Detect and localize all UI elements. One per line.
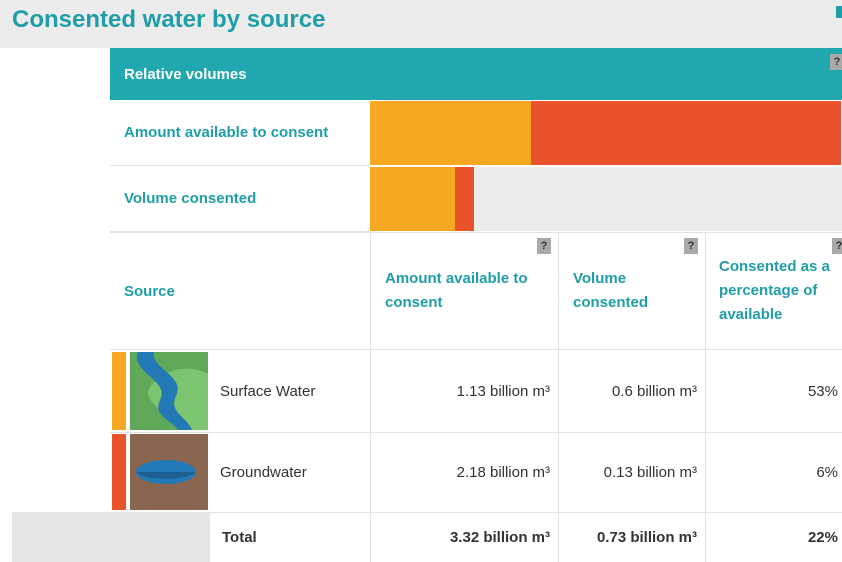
volume-bar (531, 101, 841, 165)
section-title: Consented water by source (12, 6, 325, 34)
page: Consented water by source Relative volum… (0, 0, 842, 562)
help-icon[interactable]: ? (537, 238, 551, 254)
column-header: Consented as a percentage of available (705, 232, 842, 350)
column-header-text: Amount available to consent (385, 267, 548, 315)
column-header: Source (110, 232, 370, 350)
row-label-text: Amount available to consent (124, 124, 328, 141)
source-name: Groundwater (220, 432, 370, 512)
relative-header: Relative volumes (110, 48, 842, 100)
surface-water-icon (130, 352, 208, 430)
source-color (112, 352, 126, 430)
column-header: Volume consented (558, 232, 705, 350)
column-header-text: Source (124, 283, 175, 300)
help-icon[interactable]: ? (684, 238, 698, 254)
column-header-text: Volume consented (573, 267, 695, 315)
source-color (112, 434, 126, 510)
volume-bar (455, 167, 473, 231)
row-label: Amount available to consent (110, 100, 370, 166)
total-consented: 0.73 billion m³ (558, 513, 705, 562)
column-header: Amount available to consent (370, 232, 558, 350)
bar-track (370, 101, 842, 165)
volume-bar (370, 101, 531, 165)
bar-track (370, 167, 842, 231)
volume-bar (370, 167, 455, 231)
consented-cell: 0.13 billion m³ (558, 432, 705, 512)
row-label: Volume consented (110, 166, 370, 232)
available-cell: 2.18 billion m³ (370, 432, 558, 512)
consented-cell: 0.6 billion m³ (558, 350, 705, 432)
row-label-text: Volume consented (124, 190, 256, 207)
help-icon[interactable]: ? (830, 54, 842, 70)
help-icon[interactable]: ? (832, 238, 842, 254)
total-label: Total (222, 513, 370, 562)
percentage-cell: 6% (705, 432, 842, 512)
column-header-text: Consented as a percentage of available (719, 255, 836, 327)
percentage-cell: 53% (705, 350, 842, 432)
source-name: Surface Water (220, 350, 370, 432)
total-shade (12, 513, 210, 562)
total-available: 3.32 billion m³ (370, 513, 558, 562)
groundwater-icon (130, 434, 208, 510)
available-cell: 1.13 billion m³ (370, 350, 558, 432)
total-percentage: 22% (705, 513, 842, 562)
corner-marker (836, 6, 842, 18)
relative-title: Relative volumes (124, 66, 247, 83)
